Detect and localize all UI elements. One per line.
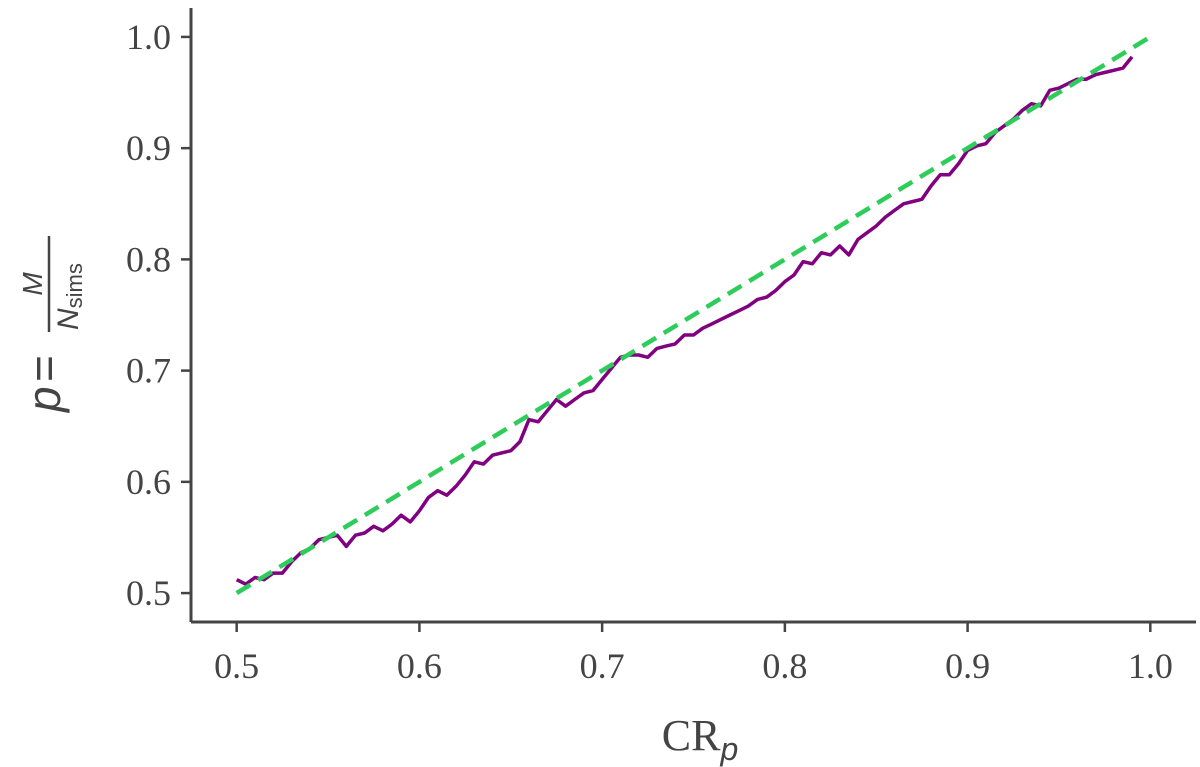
x-tick-label: 0.5 xyxy=(214,646,259,686)
x-tick-label: 0.6 xyxy=(397,646,442,686)
y-tick-label: 0.8 xyxy=(126,239,171,279)
y-axis-label-lhs: p xyxy=(18,386,70,414)
observed-coverage-line xyxy=(235,55,1134,586)
x-tick-label: 1.0 xyxy=(1128,646,1173,686)
y-tick-label: 0.9 xyxy=(126,128,171,168)
y-tick-label: 1.0 xyxy=(126,17,171,57)
reference-diagonal-line xyxy=(235,34,1152,596)
x-axis-label-main: CR xyxy=(662,711,721,760)
y-axis-label: p = M Nsims xyxy=(17,236,87,414)
x-tick-label: 0.7 xyxy=(580,646,625,686)
y-axis-label-numerator: M xyxy=(17,272,48,296)
y-axis-label-den-sub: sims xyxy=(62,263,87,308)
x-tick-label: 0.9 xyxy=(945,646,990,686)
y-axis-label-denominator: Nsims xyxy=(52,263,87,330)
x-axis-label-subscript: p xyxy=(719,731,738,767)
y-axis-label-den-main: N xyxy=(52,308,85,330)
ticks: 0.5 0.6 0.7 0.8 0.9 1.0 0.5 0.6 0.7 0.8 0.9 1.0 xyxy=(126,17,1173,686)
y-tick-label: 0.5 xyxy=(126,573,171,613)
x-tick-label: 0.8 xyxy=(762,646,807,686)
y-axis-label-equals: = xyxy=(18,355,70,382)
plot-area xyxy=(235,34,1152,596)
axes xyxy=(189,8,1196,624)
y-tick-label: 0.7 xyxy=(126,351,171,391)
x-axis-label: CRp xyxy=(662,711,739,767)
y-tick-label: 0.6 xyxy=(126,462,171,502)
